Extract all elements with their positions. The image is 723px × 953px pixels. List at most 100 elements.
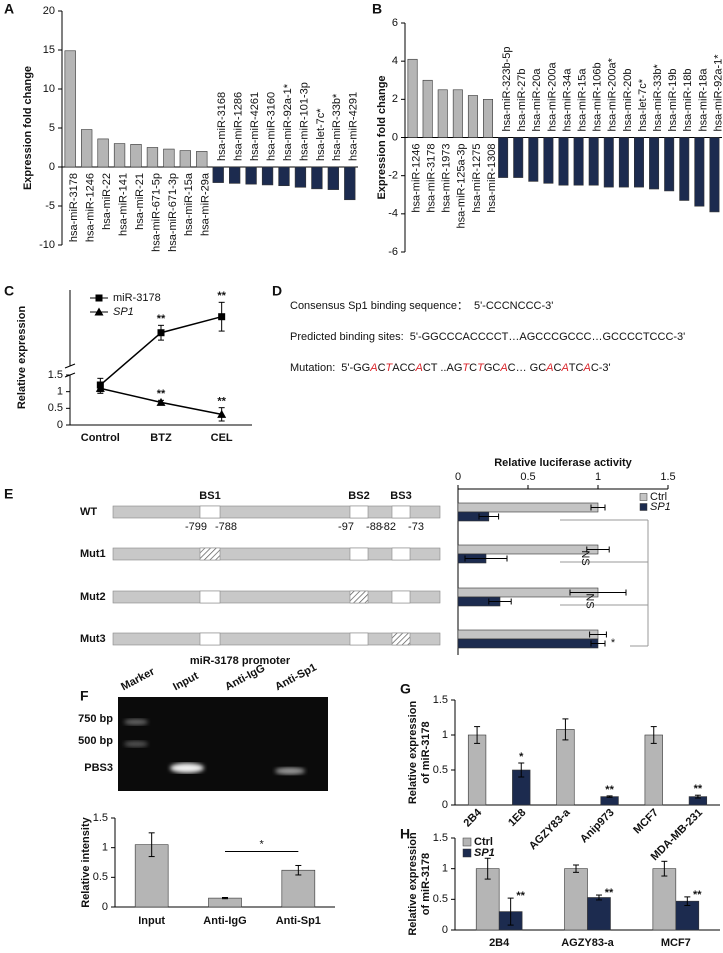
- y-tick-label: 0.5: [48, 402, 63, 414]
- row-label: Mut1: [80, 548, 106, 560]
- y-tick-label: 0: [442, 799, 448, 811]
- bar: [437, 89, 448, 138]
- significance: NS: [583, 593, 595, 608]
- x-tick-label: hsa-miR-92a-1*: [282, 83, 294, 161]
- panel-letter: B: [372, 1, 382, 17]
- significance: **: [605, 784, 614, 796]
- site-position: -799: [185, 521, 207, 533]
- y-tick-label: 6: [392, 17, 398, 29]
- sequence-row: Predicted binding sites: 5'-GGCCCACCCCT…A…: [290, 331, 685, 343]
- y-tick-label: 1.5: [93, 812, 108, 824]
- y-tick-label: 1.5: [48, 369, 63, 381]
- bar: [588, 137, 599, 186]
- bar: [600, 796, 619, 806]
- x-tick-label: hsa-miR-3168: [216, 92, 228, 161]
- sequence: ACC: [392, 362, 415, 374]
- site-position: -73: [408, 521, 424, 533]
- bar: [573, 137, 584, 186]
- mutated-site: [391, 632, 411, 646]
- promoter: [112, 632, 441, 646]
- x-tick-label: hsa-miR-18a: [697, 68, 709, 132]
- mutated-base: A: [415, 362, 423, 374]
- y-tick-label: 0: [57, 419, 63, 431]
- significance: *: [519, 751, 524, 763]
- y-tick-label: -6: [388, 246, 398, 258]
- y-tick-label: 0: [49, 161, 55, 173]
- sequence: C: [554, 362, 562, 374]
- bar: [179, 150, 191, 168]
- mutated-base: A: [560, 362, 568, 374]
- marker: [95, 294, 103, 302]
- bar: [633, 137, 644, 188]
- x-tick-label: hsa-miR-106b: [592, 62, 604, 131]
- sequence-row: Mutation: 5'-GGACTACCACT ..AGTCTGCAC… GCA…: [290, 362, 611, 374]
- bar: [483, 99, 494, 138]
- x-tick-label: hsa-miR-4291: [348, 92, 360, 161]
- bar: [556, 729, 575, 806]
- x-tick-label: hsa-miR-18b: [682, 69, 694, 132]
- gel-image: [118, 697, 328, 791]
- x-tick-label: hsa-miR-15a: [183, 172, 195, 236]
- x-tick-label: 1.5: [660, 471, 675, 483]
- y-tick-label: 1: [102, 842, 108, 854]
- bar: [422, 79, 433, 138]
- gel-band: [275, 767, 305, 775]
- x-tick-label: Anti-Sp1: [276, 915, 321, 927]
- x-tick-label: hsa-miR-1246: [85, 173, 97, 242]
- x-tick-label: hsa-miR-200a: [546, 62, 558, 132]
- y-tick-label: 4: [392, 55, 398, 67]
- bar: [113, 143, 126, 168]
- y-axis-label: Relative expression: [407, 832, 419, 936]
- y-tick-label: 1: [57, 386, 63, 398]
- bar: [407, 58, 418, 138]
- y-tick-label: -2: [388, 170, 398, 182]
- bar: [467, 95, 478, 138]
- marker-label: 500 bp: [78, 735, 113, 747]
- legend-label: SP1: [113, 306, 134, 318]
- x-tick-label: hsa-miR-200a*: [607, 57, 619, 131]
- mutated-base: A: [499, 362, 507, 374]
- band-label: PBS3: [84, 762, 113, 774]
- promoter: [112, 505, 441, 519]
- x-tick-label: hsa-miR-1308: [486, 144, 498, 213]
- bar: [196, 151, 208, 168]
- binding-site: [391, 505, 411, 519]
- mutated-base: A: [369, 362, 377, 374]
- y-axis-label: Expression fold change: [22, 66, 34, 190]
- legend-label: Ctrl: [650, 491, 667, 503]
- legend-swatch: [462, 837, 472, 847]
- site-label: BS2: [348, 490, 369, 502]
- bar: [618, 137, 629, 188]
- mutated-site: [199, 547, 221, 561]
- y-tick-label: 5: [49, 122, 55, 134]
- marker: [217, 409, 227, 418]
- panel-letter: C: [4, 283, 14, 299]
- x-tick-label: MCF7: [631, 807, 661, 837]
- mutated-base: A: [545, 362, 553, 374]
- bar: [709, 137, 720, 213]
- x-tick-label: hsa-miR-20a: [531, 68, 543, 132]
- bar: [558, 137, 569, 186]
- bar: [457, 638, 599, 649]
- site-position: -82: [380, 521, 396, 533]
- y-axis-label: Relative expression: [16, 306, 28, 410]
- bar: [294, 166, 307, 188]
- bar: [587, 897, 611, 931]
- site-label: BS3: [390, 490, 411, 502]
- promoter-label: miR-3178 promoter: [190, 655, 291, 667]
- sequence: C-3': [591, 362, 611, 374]
- x-tick-label: hsa-miR-21: [134, 173, 146, 230]
- sequence-label: Predicted binding sites:: [290, 331, 404, 343]
- y-tick-label: 1: [442, 729, 448, 741]
- y-tick-label: 0.5: [433, 893, 448, 905]
- x-tick-label: hsa-miR-22: [101, 173, 113, 230]
- mutated-site: [349, 590, 369, 604]
- x-tick-label: hsa-miR-4261: [249, 92, 261, 161]
- bar: [261, 166, 274, 186]
- sequence: CT ..AG: [423, 362, 463, 374]
- legend-label: Ctrl: [474, 836, 493, 848]
- y-tick-label: 0.5: [433, 764, 448, 776]
- binding-site: [199, 505, 221, 519]
- x-tick-label: Control: [81, 432, 120, 444]
